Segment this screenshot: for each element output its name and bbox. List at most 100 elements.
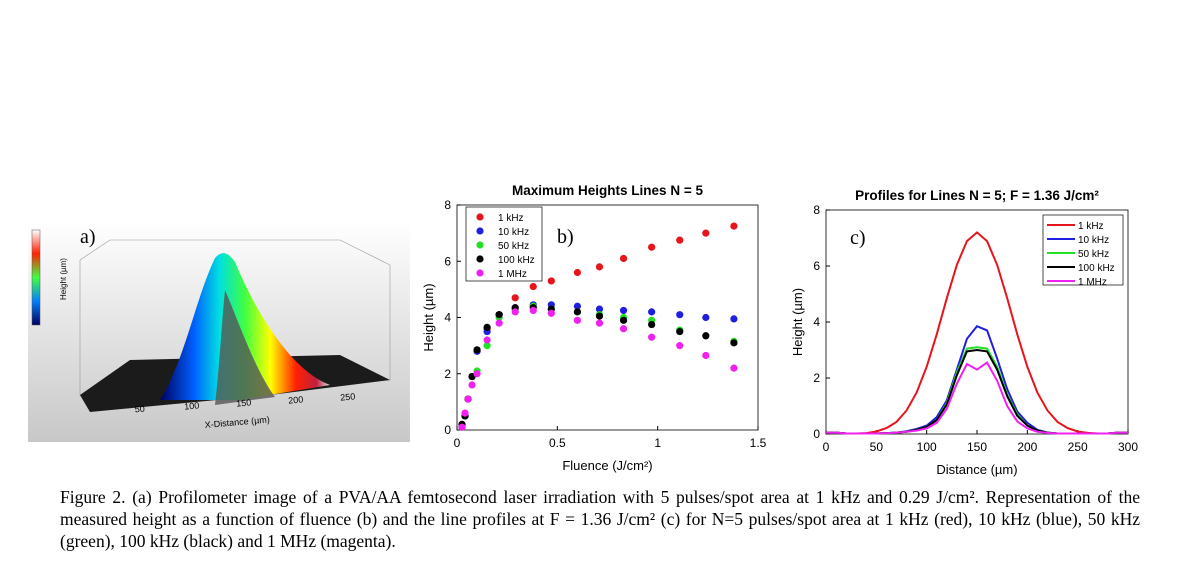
data-point [595, 263, 604, 271]
data-point [648, 243, 656, 251]
y-axis-label: Height (µm) [59, 258, 68, 300]
data-point [730, 339, 738, 347]
data-point [619, 316, 628, 324]
color-bar [31, 229, 41, 326]
legend-label: 1 MHz [1078, 277, 1107, 288]
x-tick-label: 1.5 [750, 436, 767, 450]
legend-label: 1 kHz [498, 213, 524, 224]
data-point [619, 306, 628, 315]
x-tick-label: 100 [184, 400, 200, 411]
y-tick-label: 6 [813, 259, 820, 273]
data-point [702, 332, 710, 340]
y-tick-label: 2 [444, 367, 451, 381]
peak-surface [160, 253, 330, 400]
data-point [595, 305, 604, 313]
y-tick-label: 8 [444, 198, 451, 212]
data-point [702, 351, 710, 360]
data-point [573, 268, 582, 277]
data-point [461, 409, 469, 417]
y-tick-label: 4 [444, 311, 451, 325]
y-axis-label: Height (µm) [790, 288, 805, 356]
data-point [648, 333, 656, 341]
data-point [676, 327, 684, 336]
x-tick-label: 100 [917, 440, 937, 454]
y-tick-label: 0 [444, 423, 451, 437]
legend-label: 50 kHz [1078, 249, 1109, 260]
y-tick-label: 8 [813, 203, 820, 217]
legend-label: 10 kHz [1078, 235, 1109, 246]
legend-label: 100 kHz [1078, 263, 1115, 274]
x-tick-label: 150 [967, 440, 987, 454]
legend-label: 100 kHz [498, 255, 535, 266]
caption: Figure 2. (a) Profilometer image of a PV… [60, 487, 1140, 551]
x-tick-label: 50 [870, 440, 884, 454]
data-point [730, 364, 738, 372]
data-point [648, 308, 656, 316]
x-tick-label: 150 [236, 397, 252, 408]
x-axis-label: Fluence (J/cm²) [562, 458, 652, 473]
y-axis-label: Height (µm) [421, 283, 436, 351]
legend-label: 1 MHz [498, 269, 527, 280]
panel-label: a) [80, 226, 96, 248]
x-tick-label: 0 [823, 440, 830, 454]
data-point [529, 306, 537, 315]
data-point [473, 370, 481, 378]
data-point [511, 308, 519, 316]
legend-label: 1 kHz [1078, 221, 1104, 232]
data-point [573, 302, 582, 310]
legend-label: 10 kHz [498, 227, 529, 238]
data-point [483, 336, 491, 344]
x-tick-label: 0.5 [549, 436, 566, 450]
data-point [483, 323, 491, 331]
data-point [676, 342, 684, 350]
data-point [702, 229, 710, 237]
data-point [529, 282, 537, 291]
data-point [495, 319, 503, 327]
chart-title: Profiles for Lines N = 5; F = 1.36 J/cm² [855, 188, 1099, 203]
legend-marker [476, 241, 484, 249]
data-point [676, 236, 684, 244]
peak-shadow [215, 290, 275, 405]
panel-a: a) X-Distance (µm) Height (µm) 50 100 150 2… [28, 222, 410, 442]
chart-title: Maximum Heights Lines N = 5 [512, 183, 703, 198]
data-point [619, 254, 628, 263]
y-tick-label: 0 [813, 427, 820, 441]
data-line [826, 231, 1128, 435]
data-point [573, 308, 582, 316]
legend-box [1042, 214, 1124, 286]
data-point [702, 313, 710, 322]
x-tick-label: 300 [1118, 440, 1138, 454]
x-tick-label: 250 [340, 391, 356, 402]
y-tick-label: 6 [444, 254, 451, 268]
data-point [464, 395, 472, 403]
data-point [573, 316, 582, 324]
legend-label: 50 kHz [498, 241, 529, 252]
data-point [473, 346, 481, 354]
data-point [511, 294, 519, 302]
legend-marker [476, 227, 484, 235]
y-tick-label: 2 [813, 371, 820, 385]
data-point [595, 319, 604, 327]
legend-marker [476, 269, 484, 277]
x-tick-labels: 50 100 150 200 250 [134, 391, 355, 414]
data-point [619, 325, 628, 333]
panel-label: c) [850, 227, 866, 249]
y-tick-label: 4 [813, 315, 820, 329]
figure: a) X-Distance (µm) Height (µm) 50 100 150 2… [28, 183, 1138, 477]
x-tick-label: 200 [288, 394, 304, 405]
x-tick-label: 250 [1068, 440, 1088, 454]
x-tick-label: 200 [1017, 440, 1037, 454]
data-point [468, 381, 476, 389]
legend-marker [476, 213, 484, 221]
data-point [676, 311, 684, 319]
data-point [547, 277, 555, 285]
data-point [458, 423, 466, 431]
data-point [495, 311, 503, 319]
x-axis-label: Distance (µm) [936, 462, 1017, 477]
legend-marker [476, 255, 484, 263]
x-tick-label: 1 [654, 436, 661, 450]
x-tick-label: 0 [454, 436, 461, 450]
panel-label: b) [557, 226, 574, 248]
data-point [648, 320, 656, 329]
